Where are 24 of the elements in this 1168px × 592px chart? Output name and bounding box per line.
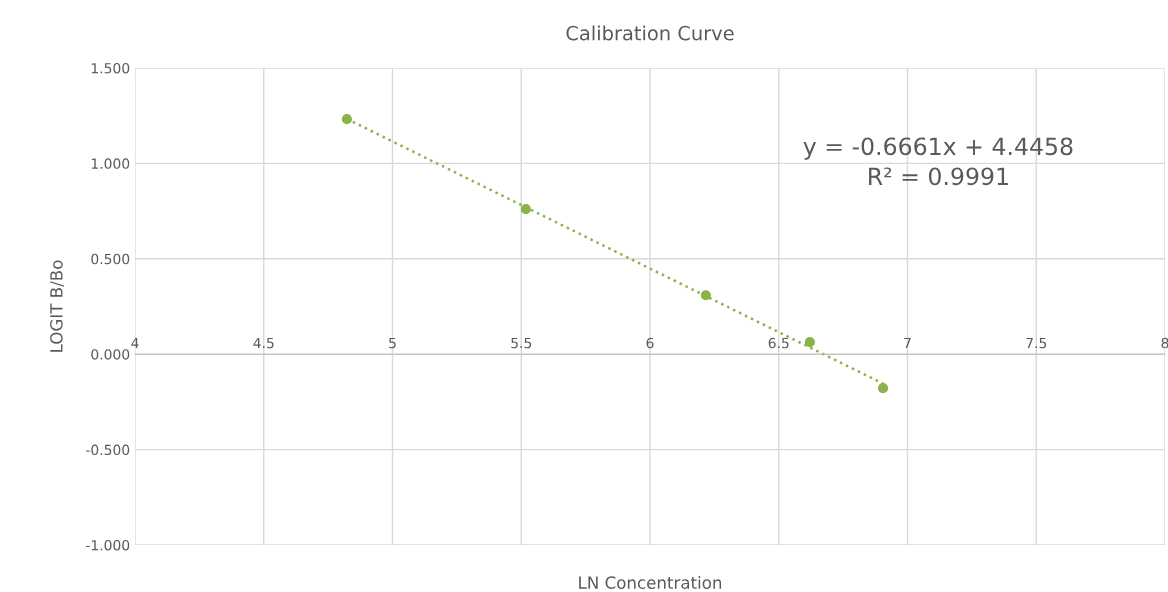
x-tick-label: 6.5: [768, 337, 789, 349]
y-tick-label: -1.000: [86, 539, 130, 551]
x-tick-label: 5: [389, 337, 396, 349]
x-tick-label: 7: [904, 337, 911, 349]
y-tick-label: 1.500: [91, 62, 130, 74]
y-tick-label: -0.500: [86, 444, 130, 456]
x-tick-label: 8: [1161, 337, 1168, 349]
x-tick-label: 5.5: [511, 337, 532, 349]
point: [700, 290, 711, 301]
point: [877, 383, 889, 394]
x-tick-label: 6: [646, 337, 654, 349]
x-tick-label: 4: [131, 337, 139, 349]
x-axis-title: LN Concentration: [579, 576, 722, 589]
chart-title: Calibration Curve: [566, 25, 734, 41]
y-axis-title: LOGIT B/Bo: [50, 260, 64, 352]
y-tick-label: 0.000: [91, 349, 130, 360]
y-tick-label: 0.500: [91, 253, 130, 265]
annotation: y = -0.6661x + 4.4458 R² = 0.9991: [803, 137, 1073, 186]
y-tick-label: 1.000: [91, 158, 130, 169]
point: [804, 337, 815, 348]
x-tick-label: 7.5: [1026, 337, 1047, 349]
point: [341, 114, 353, 125]
point: [520, 204, 531, 215]
x-tick-label: 4.5: [253, 337, 274, 349]
